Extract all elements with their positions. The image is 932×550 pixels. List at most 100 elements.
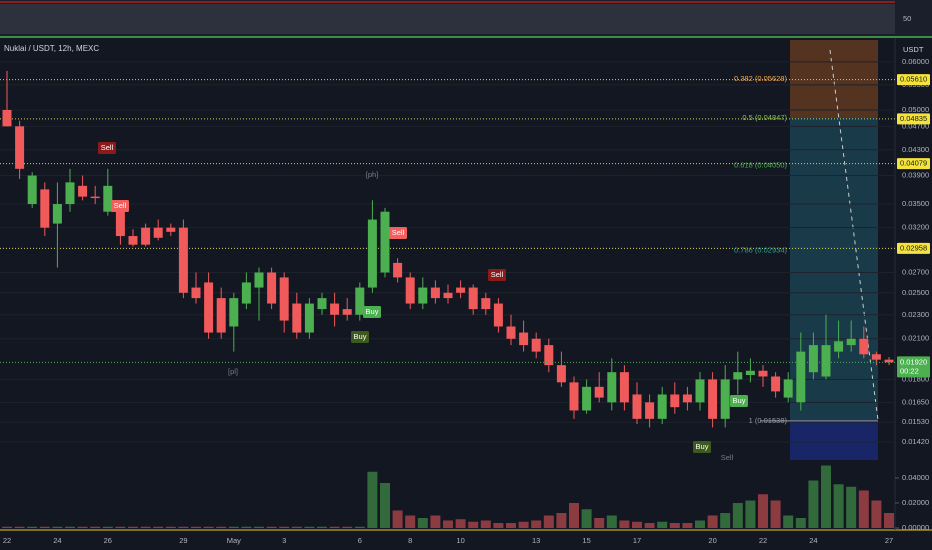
signal-label: [ph] (366, 170, 379, 179)
candle-body (229, 298, 239, 327)
volume-bar (291, 526, 302, 528)
fib-label: 0.618 (0.04050) (734, 161, 787, 170)
volume-bar (808, 480, 819, 528)
volume-bar (228, 526, 239, 528)
signal-label: Buy (366, 307, 379, 316)
y-tick-label: 0.04700 (902, 121, 929, 130)
countdown: 00:22 (900, 366, 919, 375)
signal-label: Sell (392, 228, 405, 237)
y-tick-label: 0.04300 (902, 145, 929, 154)
volume-bar (329, 526, 340, 528)
candle-body (254, 272, 264, 288)
fib-label: 0.786 (0.02934) (734, 246, 787, 255)
volume-bar (682, 523, 693, 528)
volume-bar (14, 526, 25, 528)
price-tag (897, 74, 930, 86)
signal-label: Buy (696, 442, 709, 451)
candle-body (153, 227, 163, 238)
candle-body (418, 287, 428, 304)
x-tick-label: 3 (282, 536, 286, 545)
volume-bar (405, 515, 416, 528)
x-tick-label: 6 (358, 536, 362, 545)
price-tag (897, 242, 930, 254)
volume-bar (39, 526, 50, 528)
candle-body (90, 196, 100, 199)
volume-bar (846, 486, 857, 528)
axis-label: USDT (903, 45, 924, 54)
volume-bar (392, 510, 403, 528)
candle-body (745, 370, 755, 376)
x-tick-label: 10 (456, 536, 464, 545)
candle-body (481, 298, 491, 310)
candle-body (544, 345, 554, 366)
volume-bar (770, 500, 781, 528)
volume-bar (581, 509, 592, 528)
signal-box (98, 142, 116, 154)
chart-title: Nuklai / USDT, 12h, MEXC (4, 44, 99, 53)
volume-bar (52, 526, 63, 528)
signal-box (730, 395, 748, 407)
candle-body (846, 338, 856, 346)
candle-body (40, 189, 50, 228)
candle-body (808, 345, 818, 373)
signal-box (351, 331, 369, 343)
candle-body (15, 126, 25, 169)
volume-bar (821, 465, 831, 528)
volume-bar (720, 513, 731, 528)
volume-bar (354, 526, 365, 528)
signal-label: Buy (354, 332, 367, 341)
y-tick-label: 0.02300 (902, 310, 929, 319)
volume-bar (165, 526, 176, 528)
price-tag-label: 0.02958 (900, 243, 927, 252)
volume-bar (695, 520, 705, 528)
candle-body (178, 227, 188, 293)
candle-body (330, 303, 340, 315)
volume-bar (266, 526, 277, 528)
volume-bar (77, 526, 88, 528)
volume-bar (795, 518, 806, 528)
volume-bar (707, 515, 718, 528)
volume-bar (858, 490, 869, 528)
volume-bar (506, 523, 516, 528)
position-bottom (790, 420, 878, 460)
volume-bar (556, 513, 567, 528)
oscillator-label: 50 (903, 14, 911, 23)
y-tick-label: 0.05000 (902, 105, 929, 114)
candle-body (758, 370, 768, 377)
candle-body (216, 298, 226, 333)
candle-body (405, 277, 415, 304)
signal-box (693, 441, 711, 453)
volume-bar (241, 526, 252, 528)
candle-body (531, 338, 541, 352)
volume-bar (833, 484, 844, 528)
candle-body (859, 338, 869, 355)
candle-body (607, 372, 617, 403)
volume-bar (65, 526, 75, 528)
candle-body (834, 341, 844, 352)
volume-tick-label: 0.04000 (902, 473, 929, 482)
y-tick-label: 0.06000 (902, 57, 929, 66)
x-tick-label: May (227, 536, 241, 545)
volume-bar (518, 521, 529, 528)
volume-bar (669, 523, 680, 528)
y-tick-label: 0.01800 (902, 374, 929, 383)
candle-body (204, 282, 214, 333)
candle-body (128, 236, 138, 245)
candle-body (27, 175, 37, 205)
candle-body (141, 227, 151, 245)
volume-bar (153, 526, 164, 528)
candle-body (871, 354, 881, 360)
candle-body (2, 109, 12, 127)
candle-body (304, 303, 314, 333)
volume-bar (254, 526, 264, 528)
y-tick-label: 0.03900 (902, 171, 929, 180)
volume-bar (745, 500, 756, 528)
volume-bar (443, 520, 453, 528)
x-tick-label: 17 (633, 536, 641, 545)
volume-bar (128, 526, 138, 528)
candle-body (695, 379, 705, 403)
volume-bar (367, 471, 378, 528)
candle-body (367, 219, 377, 288)
